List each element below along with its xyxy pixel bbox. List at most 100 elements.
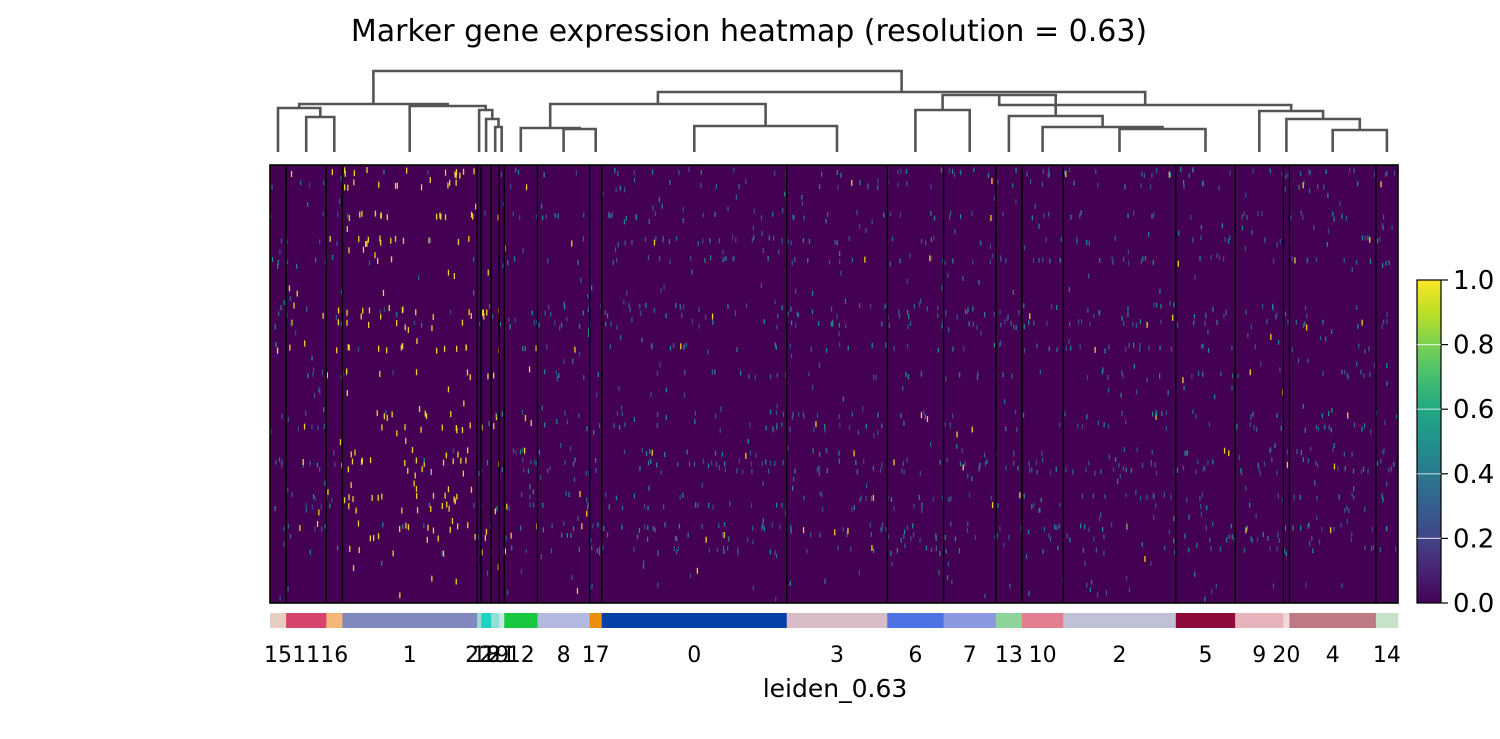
expression-speck: [522, 457, 524, 463]
expression-speck: [1143, 172, 1145, 178]
expression-speck: [450, 411, 452, 417]
expression-speck: [396, 430, 398, 437]
expression-speck: [429, 470, 431, 475]
expression-speck: [544, 422, 546, 428]
expression-speck: [1322, 319, 1324, 325]
expression-speck: [540, 474, 542, 480]
expression-speck: [1284, 186, 1286, 192]
expression-speck: [790, 528, 792, 534]
expression-speck: [659, 362, 661, 368]
expression-speck: [1033, 502, 1035, 508]
expression-speck: [287, 487, 289, 493]
expression-speck: [1214, 394, 1216, 400]
expression-speck: [705, 536, 707, 543]
expression-speck: [1231, 373, 1234, 379]
expression-speck: [939, 550, 941, 556]
expression-speck: [360, 459, 363, 465]
group-label-17: 17: [582, 643, 610, 668]
expression-speck: [608, 213, 610, 219]
expression-speck: [1343, 451, 1345, 457]
expression-speck: [775, 410, 778, 416]
expression-speck: [1283, 548, 1286, 554]
expression-speck: [560, 443, 562, 449]
expression-speck: [1107, 423, 1110, 429]
expression-speck: [324, 259, 326, 265]
expression-speck: [1381, 222, 1384, 228]
expression-speck: [535, 214, 538, 220]
expression-speck: [1293, 494, 1295, 500]
expression-speck: [427, 524, 429, 531]
expression-speck: [563, 520, 565, 526]
expression-speck: [452, 448, 455, 454]
expression-speck: [1023, 493, 1025, 499]
expression-speck: [967, 473, 969, 479]
expression-speck: [963, 346, 965, 352]
expression-speck: [1142, 256, 1144, 262]
expression-speck: [504, 245, 506, 252]
expression-speck: [485, 528, 488, 535]
expression-speck: [396, 311, 398, 317]
expression-speck: [1160, 319, 1162, 325]
expression-speck: [287, 523, 290, 529]
expression-speck: [690, 256, 692, 261]
expression-speck: [906, 343, 909, 349]
expression-speck: [761, 231, 763, 237]
expression-speck: [299, 525, 301, 531]
expression-speck: [897, 182, 899, 188]
expression-speck: [447, 182, 449, 189]
expression-speck: [695, 502, 697, 508]
expression-speck: [470, 211, 473, 218]
expression-speck: [564, 459, 566, 465]
expression-speck: [1205, 525, 1207, 531]
expression-speck: [341, 462, 343, 469]
expression-speck: [930, 442, 932, 448]
expression-speck: [586, 510, 588, 517]
expression-speck: [650, 459, 652, 464]
expression-speck: [453, 273, 455, 279]
expression-speck: [1223, 256, 1225, 262]
expression-speck: [546, 344, 548, 350]
expression-speck: [1006, 316, 1008, 322]
expression-speck: [715, 183, 717, 189]
expression-speck: [463, 400, 465, 407]
expression-speck: [511, 545, 513, 551]
dendrogram-link: [493, 125, 503, 152]
expression-speck: [512, 211, 514, 217]
expression-speck: [790, 306, 792, 312]
expression-speck: [381, 493, 383, 500]
expression-speck: [1127, 213, 1129, 219]
expression-speck: [468, 309, 470, 316]
expression-speck: [912, 523, 914, 529]
expression-speck: [323, 407, 325, 413]
expression-speck: [952, 346, 954, 352]
expression-speck: [907, 324, 909, 330]
expression-speck: [540, 554, 542, 560]
expression-speck: [600, 303, 602, 309]
expression-speck: [1380, 458, 1382, 464]
expression-speck: [1313, 225, 1315, 230]
expression-speck: [1002, 211, 1004, 217]
expression-speck: [913, 503, 915, 509]
expression-speck: [968, 492, 971, 498]
expression-speck: [512, 448, 515, 454]
group-label-5: 5: [1199, 643, 1213, 668]
expression-speck: [991, 178, 993, 184]
expression-speck: [349, 545, 351, 552]
expression-speck: [1039, 369, 1041, 375]
expression-speck: [1155, 413, 1157, 420]
expression-speck: [769, 374, 772, 380]
expression-speck: [840, 270, 842, 276]
expression-speck: [1170, 494, 1172, 500]
expression-speck: [1321, 413, 1323, 419]
expression-speck: [383, 413, 385, 420]
expression-speck: [1023, 347, 1026, 353]
expression-speck: [1004, 319, 1006, 325]
expression-speck: [1167, 390, 1169, 396]
expression-speck: [865, 423, 867, 429]
expression-speck: [885, 342, 887, 348]
expression-speck: [405, 522, 407, 529]
expression-speck: [869, 522, 871, 528]
expression-speck: [326, 372, 328, 379]
expression-speck: [990, 495, 992, 501]
expression-speck: [821, 171, 823, 177]
